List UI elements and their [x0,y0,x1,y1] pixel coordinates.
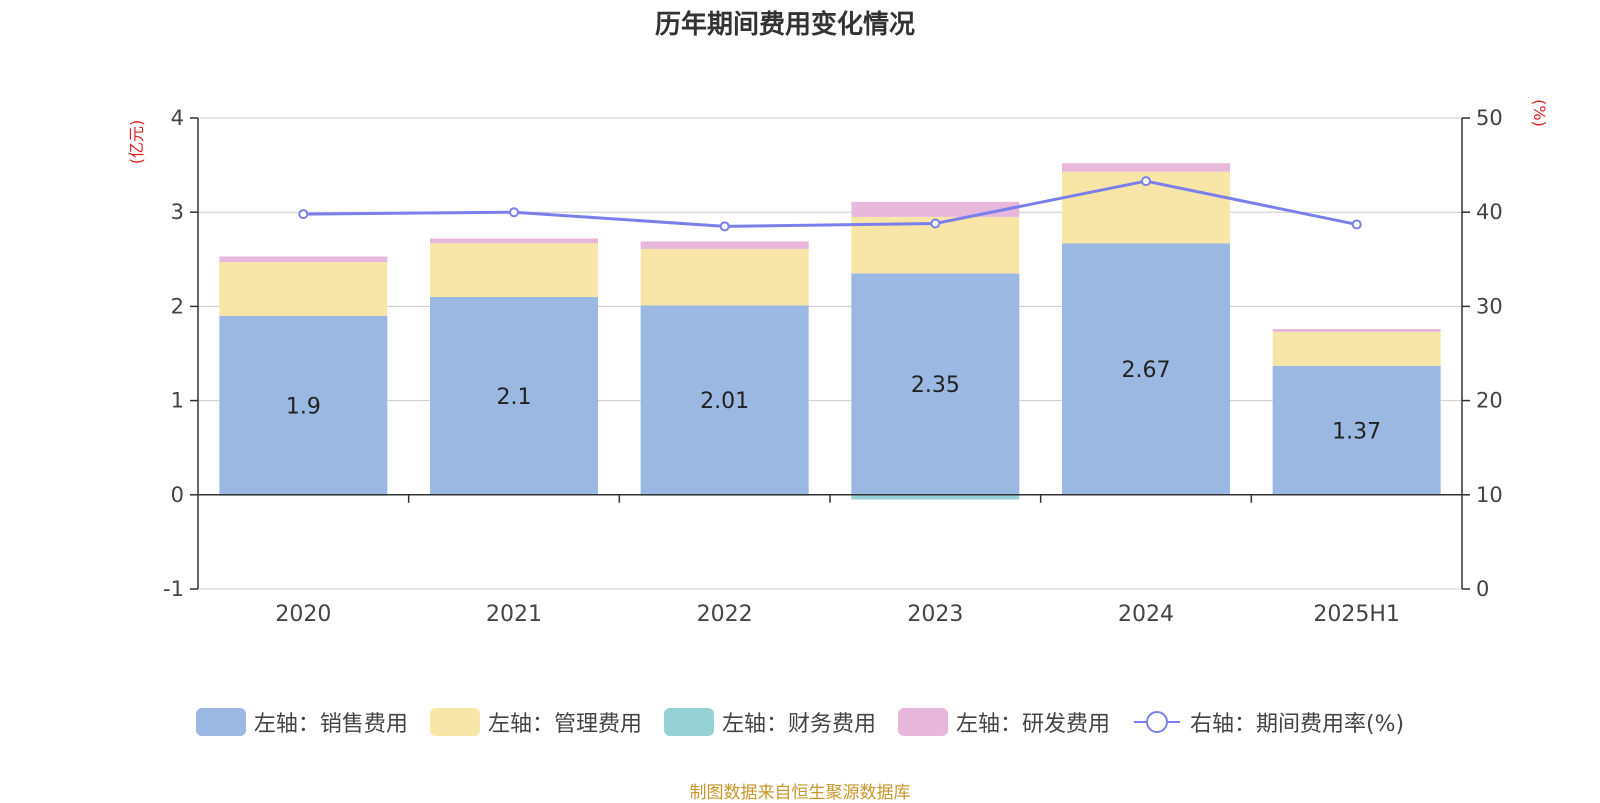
y-left-tick-label: 1 [171,389,184,413]
y-left-tick-label: 0 [171,483,184,507]
bar-segment [640,248,809,306]
y-right-tick-label: 40 [1476,200,1503,224]
legend-swatch [663,708,714,736]
bar-segment [1062,163,1230,172]
bar-segment [219,256,388,263]
bar-value-label: 1.9 [286,394,321,419]
bar-segment [640,241,809,249]
gridlines [198,117,1462,590]
x-tick-label: 2025H1 [1313,602,1400,627]
legend-label: 左轴：管理费用 [487,712,642,737]
legend: 左轴：销售费用 左轴：管理费用 左轴：财务费用 左轴：研发费用 右轴：期间费用率(%) [0,704,1600,740]
chart-title: 历年期间费用变化情况 [654,10,915,40]
rate-line-path [303,179,1357,228]
y-right-tick-label: 20 [1476,389,1503,413]
legend-swatch [195,708,246,736]
rate-point [298,209,309,220]
rate-point [1141,176,1151,187]
legend-label: 右轴：期间费用率(%) [1189,712,1405,737]
y-left-tick-label: -1 [163,577,184,601]
legend-label: 左轴：财务费用 [721,712,876,737]
bar-segment [1272,329,1441,332]
bar-segment [640,305,809,495]
bar-segment [1062,243,1230,495]
legend-item[interactable]: 左轴：财务费用 [663,706,876,738]
legend-swatch [429,708,480,736]
legend-label: 左轴：研发费用 [955,712,1110,737]
y-right-axis-label: (%) [1530,99,1549,127]
x-tick-label: 2020 [275,602,331,627]
bars [219,163,1441,500]
bar-segment [219,262,388,316]
x-tick-label: 2022 [697,602,753,627]
rate-line [298,176,1362,232]
bar-segment [851,201,1020,217]
bar-segment [430,238,598,244]
y-right-tick-label: 30 [1476,294,1503,318]
y-right-tick-label: 50 [1476,106,1503,130]
rate-point [509,207,519,218]
bar-value-label: 2.01 [700,389,749,414]
x-tick-label: 2024 [1118,602,1174,627]
rate-point [930,218,941,229]
x-tick-label: 2023 [907,602,963,627]
y-right-tick-label: 10 [1476,483,1503,507]
bar-segment [430,296,598,495]
rate-point [1351,219,1362,230]
y-left-tick-label: 2 [171,294,184,318]
data-labels: 1.9 2.1 2.01 2.35 2.67 1.37 [286,358,1381,444]
bar-segment [430,243,598,297]
bar-segment [851,273,1020,495]
bar-segment [1272,331,1441,366]
bar-value-label: 1.37 [1332,419,1381,444]
y-left-axis-label: (亿元) [127,120,146,165]
bar-value-label: 2.67 [1122,358,1171,383]
legend-item[interactable]: 左轴：研发费用 [897,706,1110,738]
bar-segment [851,494,1020,500]
legend-item[interactable]: 左轴：销售费用 [195,706,408,738]
legend-item[interactable]: 左轴：管理费用 [429,706,642,738]
legend-label: 左轴：销售费用 [253,712,408,737]
y-right-tick-label: 0 [1476,577,1489,601]
bar-segment [1272,365,1441,495]
source-note: 制图数据来自恒生聚源数据库 [689,783,911,803]
bar-value-label: 2.1 [497,385,532,410]
y-left-tick-label: 4 [171,106,184,130]
legend-line-marker-icon [1132,708,1182,736]
y-left-tick-label: 3 [171,200,184,224]
legend-item[interactable]: 右轴：期间费用率(%) [1132,706,1404,738]
rate-point [719,221,730,232]
bar-value-label: 2.35 [911,373,960,398]
legend-swatch [897,708,948,736]
x-tick-label: 2021 [486,602,542,627]
bar-segment [219,315,388,495]
